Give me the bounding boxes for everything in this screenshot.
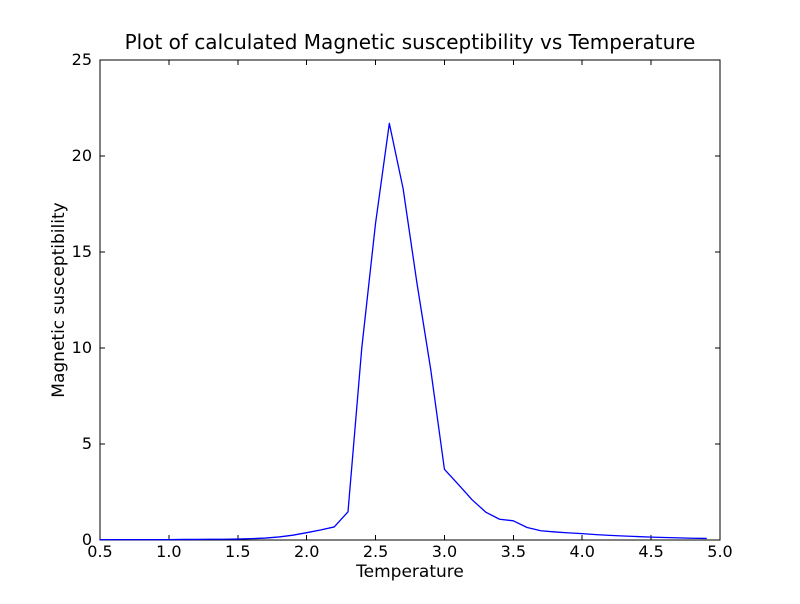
x-tick-label: 5.0 — [707, 542, 732, 561]
y-tick-label: 10 — [72, 338, 92, 357]
x-tick-label: 2.5 — [363, 542, 388, 561]
x-tick-label: 0.5 — [87, 542, 112, 561]
y-axis-label: Magnetic susceptibility — [49, 202, 69, 397]
y-tick-label: 20 — [72, 146, 92, 165]
x-tick-label: 1.5 — [225, 542, 250, 561]
x-tick-label: 3.5 — [501, 542, 526, 561]
x-tick-label: 4.5 — [638, 542, 663, 561]
x-axis-label: Temperature — [355, 562, 464, 582]
axes-layer: 0.5 1.0 1.5 2.0 2.5 3.0 3.5 4.0 4.5 5.0 0 5 10 15 20 25 — [72, 50, 733, 561]
plot-frame — [99, 59, 721, 541]
y-tick-label: 0 — [82, 530, 92, 549]
series-layer — [99, 122, 707, 541]
series-line — [99, 122, 707, 541]
y-tick-label: 15 — [72, 242, 92, 261]
chart-title: Plot of calculated Magnetic susceptibili… — [125, 30, 696, 54]
y-tick-label: 25 — [72, 50, 92, 69]
x-tick-label: 4.0 — [569, 542, 594, 561]
x-tick-label: 3.0 — [432, 542, 457, 561]
x-tick-label: 2.0 — [294, 542, 319, 561]
x-tick-label: 1.0 — [156, 542, 181, 561]
y-tick-label: 5 — [82, 434, 92, 453]
